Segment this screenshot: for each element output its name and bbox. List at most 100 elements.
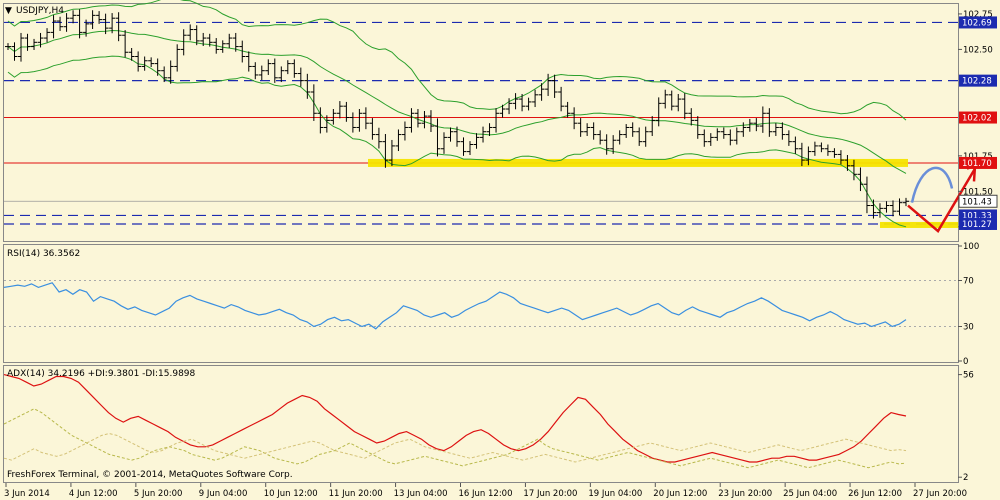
forecast-arrow-down-up [907, 167, 977, 233]
plus-di-line [3, 408, 907, 469]
price-bar [577, 118, 584, 137]
time-tick-label: 16 Jun 12:00 [459, 489, 513, 499]
price-bar [493, 108, 500, 133]
price-tag-label: 101.70 [962, 159, 992, 169]
watermark: FreshForex Terminal, © 2001-2014, MetaQu… [7, 470, 293, 480]
price-bar [330, 109, 337, 125]
price-bar [11, 42, 18, 61]
price-tag-bg [959, 16, 997, 29]
panel-frames [3, 3, 959, 483]
price-bar [388, 139, 395, 167]
price-bar [18, 32, 25, 62]
price-bar [863, 176, 870, 214]
rsi-line [3, 282, 907, 330]
price-bar [590, 122, 597, 140]
time-tick-label: 4 Jun 12:00 [69, 489, 118, 499]
price-tag: 102.28 [959, 74, 997, 87]
price-bar [395, 129, 402, 152]
price-bar [180, 29, 187, 56]
price-bar [76, 9, 83, 39]
price-tick-label: 102.75 [963, 10, 993, 20]
bollinger-bands [7, 0, 907, 228]
symbol-header[interactable]: ▼ USDJPY,H4 [5, 6, 64, 16]
price-bar [798, 142, 805, 167]
price-tick-label: 101.75 [963, 152, 993, 162]
price-bar [818, 142, 825, 153]
price-bars [5, 9, 909, 219]
price-tag-bg [958, 194, 998, 208]
price-tag-label: 101.27 [962, 220, 992, 230]
rsi-tick-label: 100 [963, 242, 979, 252]
time-tick-label: 10 Jun 12:00 [264, 489, 318, 499]
price-bar [297, 67, 304, 87]
price-bar [258, 65, 265, 81]
price-bar [291, 59, 298, 78]
lower-support-zone [880, 221, 958, 228]
price-bar [408, 108, 415, 133]
price-bar [245, 51, 252, 72]
price-tag: 101.27 [959, 217, 997, 230]
price-bar [304, 73, 311, 99]
price-bar [571, 107, 578, 130]
price-bar [154, 58, 161, 76]
price-bar [343, 101, 350, 122]
adx-tick-label: 2 [963, 473, 968, 483]
price-bar [89, 10, 96, 29]
price-bar [779, 122, 786, 140]
price-bar [148, 57, 155, 68]
price-bar [369, 118, 376, 140]
price-bar [486, 123, 493, 136]
price-bar [772, 123, 779, 136]
price-tag-label: 102.28 [962, 77, 992, 87]
price-bar [532, 89, 539, 108]
bollinger-upper [7, 0, 907, 121]
price-bar [226, 33, 233, 48]
price-bar [850, 159, 857, 181]
price-bar [70, 10, 77, 24]
price-tag: 101.70 [959, 156, 997, 169]
price-bar [792, 136, 799, 154]
price-tag-label: 102.69 [962, 18, 992, 28]
time-tick-label: 20 Jun 12:00 [653, 489, 707, 499]
price-tag-label: 101.33 [962, 211, 992, 221]
price-tag: 102.02 [959, 111, 997, 124]
price-bar [876, 203, 883, 218]
price-bar [454, 126, 460, 147]
time-tick-label: 25 Jun 04:00 [783, 489, 837, 499]
price-bar [213, 38, 220, 54]
price-bar [831, 148, 838, 158]
price-bar [870, 199, 877, 219]
price-bar [610, 135, 617, 154]
price-bar [206, 33, 213, 47]
price-bar [349, 112, 356, 133]
rsi-panel: 100 70 30 0 [3, 242, 979, 367]
price-bar [31, 38, 38, 50]
price-bar [903, 197, 909, 207]
price-bar [701, 129, 708, 147]
price-bar [564, 101, 571, 118]
price-tag: 101.43 [958, 194, 998, 208]
price-bar [805, 146, 812, 166]
price-bar [512, 93, 519, 110]
price-bar [427, 110, 434, 133]
price-bar [193, 25, 200, 46]
time-tick-label: 3 Jun 2014 [4, 489, 50, 499]
price-bar [629, 122, 636, 137]
time-tick-label: 23 Jun 20:00 [718, 489, 772, 499]
price-bar [421, 111, 428, 129]
price-tag: 102.69 [959, 16, 997, 29]
price-bar [252, 62, 259, 80]
rsi-tick-label: 30 [963, 323, 974, 333]
price-bar [167, 60, 174, 84]
time-tick-label: 5 Jun 20:00 [134, 489, 183, 499]
price-tag-label: 101.43 [962, 197, 992, 207]
price-bar [37, 32, 44, 48]
price-bar [109, 13, 116, 34]
price-bar [811, 141, 818, 156]
price-bar [122, 30, 129, 58]
chart-menu-icon[interactable]: ▼ [5, 6, 12, 16]
price-tag-bg [959, 156, 997, 169]
price-bar [434, 118, 441, 157]
price-bar [50, 15, 57, 39]
